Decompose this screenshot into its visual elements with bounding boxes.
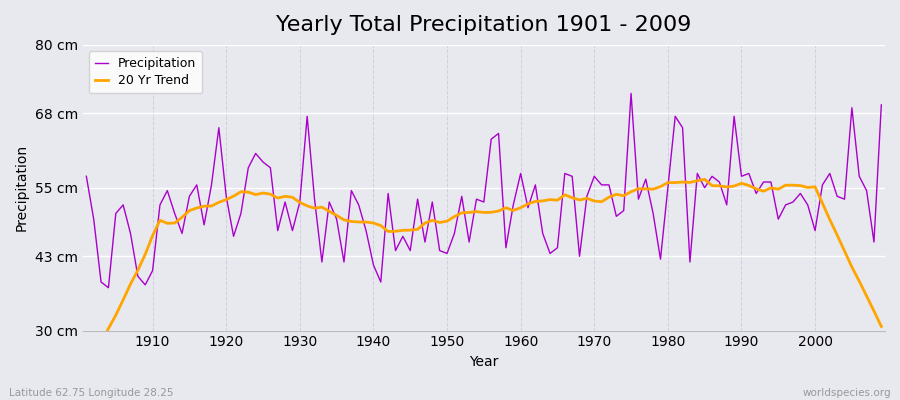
X-axis label: Year: Year (469, 355, 499, 369)
20 Yr Trend (508, 208, 518, 213)
20 Yr Trend (699, 177, 710, 182)
20 Yr Trend (515, 205, 526, 210)
Precipitation (148, 268, 158, 273)
Legend: Precipitation, 20 Yr Trend: Precipitation, 20 Yr Trend (89, 51, 202, 93)
Precipitation (876, 102, 886, 107)
20 Yr Trend (140, 252, 150, 257)
Precipitation (309, 197, 320, 202)
20 Yr Trend (346, 219, 356, 224)
Precipitation (523, 205, 534, 210)
Precipitation (626, 91, 636, 96)
Precipitation (354, 202, 364, 207)
Precipitation (611, 214, 622, 219)
Y-axis label: Precipitation: Precipitation (15, 144, 29, 231)
20 Yr Trend (302, 204, 312, 208)
20 Yr Trend (81, 371, 92, 376)
Line: 20 Yr Trend: 20 Yr Trend (86, 179, 881, 374)
Text: Latitude 62.75 Longitude 28.25: Latitude 62.75 Longitude 28.25 (9, 388, 174, 398)
Text: worldspecies.org: worldspecies.org (803, 388, 891, 398)
20 Yr Trend (604, 195, 615, 200)
Precipitation (103, 285, 113, 290)
20 Yr Trend (876, 324, 886, 329)
Precipitation (515, 171, 526, 176)
Line: Precipitation: Precipitation (86, 94, 881, 288)
Title: Yearly Total Precipitation 1901 - 2009: Yearly Total Precipitation 1901 - 2009 (276, 15, 691, 35)
Precipitation (81, 174, 92, 179)
